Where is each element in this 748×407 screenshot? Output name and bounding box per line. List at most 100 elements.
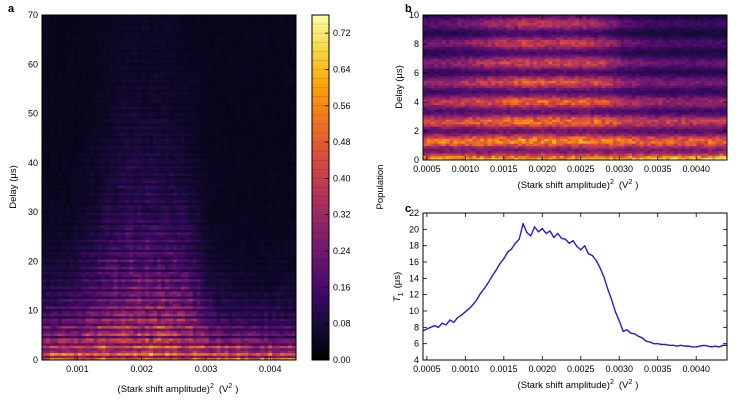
heatmap-cell	[109, 357, 115, 360]
heatmap-cell	[149, 350, 154, 354]
heatmap-cell	[169, 276, 174, 280]
heatmap-cell	[109, 295, 115, 299]
heatmap-cell	[65, 313, 71, 317]
heatmap-cell	[93, 76, 99, 80]
heatmap-cell	[49, 143, 55, 147]
heatmap-cell	[125, 133, 130, 137]
heatmap-cell	[137, 76, 142, 80]
heatmap-cell	[97, 108, 103, 112]
heatmap-cell	[113, 281, 119, 285]
heatmap-cell	[161, 330, 166, 334]
heatmap-cell	[149, 199, 154, 203]
heatmap-cell	[53, 194, 59, 198]
heatmap-cell	[141, 64, 146, 68]
heatmap-cell	[129, 182, 134, 186]
heatmap-cell	[57, 234, 63, 238]
heatmap-cell	[141, 239, 146, 243]
heatmap-cell	[141, 258, 146, 263]
heatmap-cell	[61, 352, 67, 356]
heatmap-cell	[153, 177, 158, 181]
heatmap-cell	[153, 81, 158, 85]
heatmap-cell	[77, 187, 83, 191]
heatmap-cell	[149, 120, 154, 125]
heatmap-cell	[113, 116, 119, 120]
heatmap-cell	[85, 155, 91, 159]
heatmap-cell	[133, 167, 138, 171]
heatmap-cell	[42, 288, 47, 292]
heatmap-cell	[97, 120, 103, 125]
heatmap-cell	[109, 332, 115, 336]
heatmap-cell	[85, 167, 91, 171]
heatmap-cell	[81, 84, 87, 88]
heatmap-cell	[129, 49, 134, 53]
heatmap-cell	[57, 165, 63, 169]
heatmap-cell	[97, 347, 103, 351]
heatmap-cell	[129, 98, 134, 102]
heatmap-cell	[97, 84, 103, 88]
heatmap-cell	[89, 310, 95, 314]
heatmap-cell	[65, 318, 71, 322]
heatmap-cell	[149, 61, 154, 65]
heatmap-cell	[85, 175, 91, 179]
heatmap-cell	[121, 148, 126, 152]
heatmap-cell	[65, 315, 71, 319]
heatmap-cell	[176, 185, 182, 189]
heatmap-cell	[129, 212, 134, 216]
heatmap-cell	[169, 93, 174, 97]
heatmap-cell	[61, 347, 67, 351]
heatmap-cell	[57, 116, 63, 120]
heatmap-cell	[172, 71, 178, 75]
heatmap-cell	[57, 177, 63, 181]
heatmap-cell	[172, 295, 178, 299]
heatmap-cell	[101, 133, 107, 137]
heatmap-cell	[141, 246, 146, 250]
heatmap-cell	[141, 101, 146, 105]
heatmap-cell	[101, 61, 107, 65]
heatmap-cell	[145, 308, 150, 312]
heatmap-cell	[109, 266, 115, 270]
heatmap-cell	[137, 133, 142, 137]
heatmap-cell	[53, 135, 59, 139]
heatmap-cell	[161, 229, 166, 233]
heatmap-cell	[129, 315, 134, 319]
heatmap-cell	[176, 273, 182, 277]
heatmap-cell	[145, 101, 150, 105]
heatmap-cell	[165, 320, 170, 324]
heatmap-cell	[73, 236, 79, 240]
heatmap-cell	[65, 219, 71, 223]
heatmap-cell	[137, 93, 142, 97]
heatmap-cell	[145, 254, 150, 258]
heatmap-cell	[97, 116, 103, 120]
heatmap-cell	[42, 91, 47, 95]
heatmap-cell	[137, 22, 142, 26]
heatmap-cell	[165, 91, 170, 95]
heatmap-cell	[145, 15, 150, 19]
heatmap-cell	[169, 249, 174, 253]
heatmap-cell	[129, 327, 134, 332]
heatmap-cell	[141, 118, 146, 122]
heatmap-cell	[97, 42, 103, 46]
heatmap-cell	[141, 103, 146, 107]
heatmap-cell	[105, 182, 111, 186]
heatmap-cell	[180, 175, 186, 179]
heatmap-cell	[45, 59, 51, 63]
heatmap-cell	[133, 51, 138, 56]
heatmap-cell	[137, 69, 142, 73]
heatmap-cell	[77, 207, 83, 211]
heatmap-cell	[101, 222, 107, 226]
heatmap-cell	[153, 276, 158, 280]
heatmap-cell	[149, 71, 154, 75]
heatmap-cell	[45, 313, 51, 317]
heatmap-cell	[145, 125, 150, 129]
heatmap-cell	[42, 214, 47, 218]
heatmap-cell	[121, 256, 126, 260]
heatmap-cell	[57, 222, 63, 226]
heatmap-cell	[89, 251, 95, 255]
heatmap-cell	[133, 47, 138, 51]
heatmap-cell	[125, 93, 130, 97]
heatmap-cell	[65, 76, 71, 80]
heatmap-cell	[172, 340, 178, 344]
heatmap-cell	[93, 249, 99, 253]
heatmap-cell	[93, 254, 99, 258]
heatmap-cell	[65, 49, 71, 53]
